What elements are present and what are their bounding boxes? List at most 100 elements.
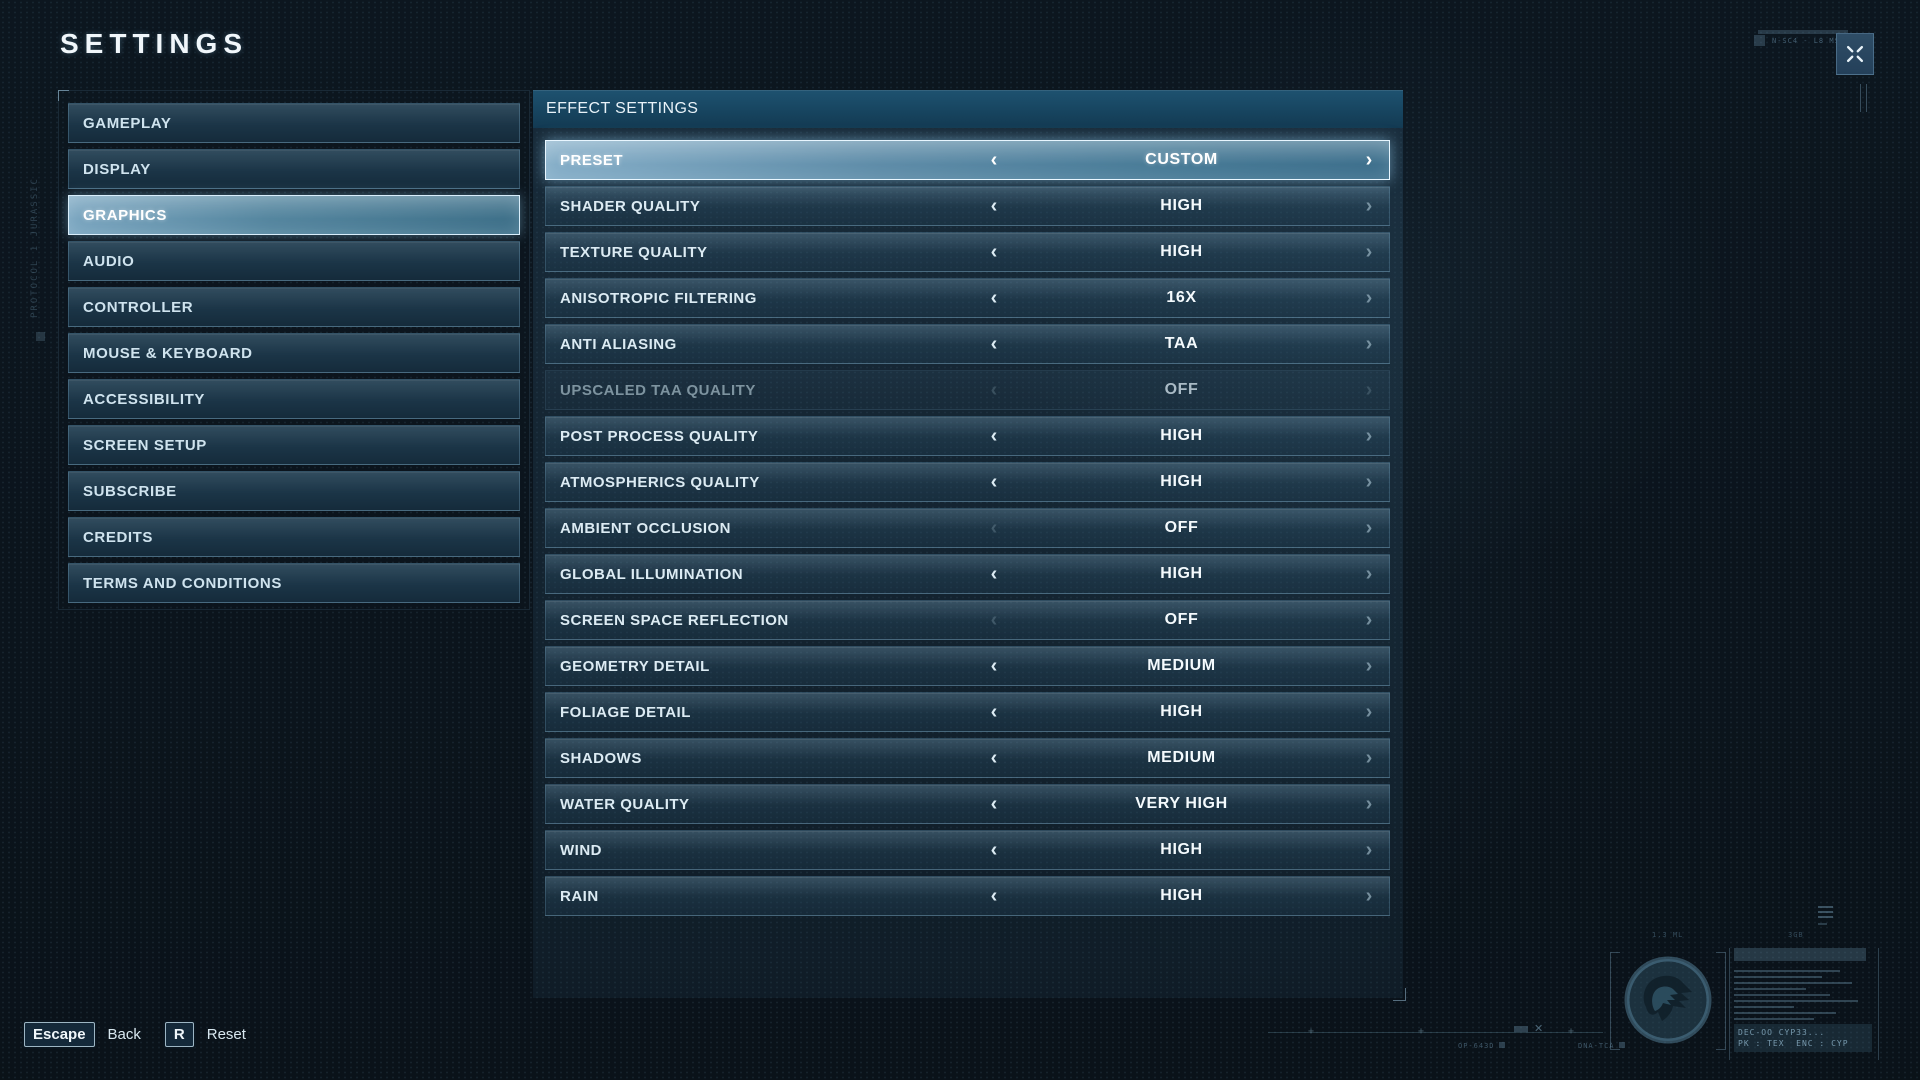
setting-row-wind[interactable]: WIND ‹ HIGH › [545,830,1390,870]
sidebar-item-gameplay[interactable]: GAMEPLAY [68,103,520,143]
reset-label: Reset [206,1026,246,1043]
increase-arrow-icon[interactable]: › [1365,149,1373,171]
setting-control: ‹ HIGH › [984,242,1389,262]
setting-row-global-illumination[interactable]: GLOBAL ILLUMINATION ‹ HIGH › [545,554,1390,594]
setting-row-anti-aliasing[interactable]: ANTI ALIASING ‹ TAA › [545,324,1390,364]
decorative-ruler: + + + [1268,1026,1603,1037]
setting-value: MEDIUM [1147,749,1216,766]
decrease-arrow-icon: ‹ [990,379,998,401]
increase-arrow-icon[interactable]: › [1365,701,1373,723]
decode-text: DEC-OO CYP33... PK : TEX ENC : CYP [1734,1024,1872,1052]
decrease-arrow-icon[interactable]: ‹ [990,793,998,815]
decorative-ruler-label: OP-643D [1458,1042,1505,1050]
sidebar-item-label: AUDIO [83,252,135,270]
setting-label: RAIN [560,887,599,905]
increase-arrow-icon[interactable]: › [1365,195,1373,217]
setting-label: PRESET [560,151,624,169]
decrease-arrow-icon[interactable]: ‹ [990,563,998,585]
increase-arrow-icon[interactable]: › [1365,517,1373,539]
increase-arrow-icon[interactable]: › [1365,287,1373,309]
setting-row-post-process-quality[interactable]: POST PROCESS QUALITY ‹ HIGH › [545,416,1390,456]
setting-label: AMBIENT OCCLUSION [560,519,731,537]
increase-arrow-icon[interactable]: › [1365,333,1373,355]
setting-row-texture-quality[interactable]: TEXTURE QUALITY ‹ HIGH › [545,232,1390,272]
setting-row-shadows[interactable]: SHADOWS ‹ MEDIUM › [545,738,1390,778]
decrease-arrow-icon[interactable]: ‹ [990,701,998,723]
decode-title-bar [1734,948,1866,961]
setting-row-preset[interactable]: PRESET ‹ CUSTOM › [545,140,1390,180]
sidebar-item-screen-setup[interactable]: SCREEN SETUP [68,425,520,465]
sidebar-item-label: TERMS AND CONDITIONS [83,574,282,592]
increase-arrow-icon[interactable]: › [1365,563,1373,585]
setting-label: ANISOTROPIC FILTERING [560,289,757,307]
increase-arrow-icon[interactable]: › [1365,885,1373,907]
decorative-x-mark: ✕ [1534,1023,1544,1035]
setting-value: HIGH [1160,841,1203,858]
setting-row-anisotropic-filtering[interactable]: ANISOTROPIC FILTERING ‹ 16X › [545,278,1390,318]
increase-arrow-icon[interactable]: › [1365,609,1373,631]
setting-value: MEDIUM [1147,657,1216,674]
sidebar-item-mouse-keyboard[interactable]: MOUSE & KEYBOARD [68,333,520,373]
decrease-arrow-icon[interactable]: ‹ [990,333,998,355]
setting-control: ‹ HIGH › [984,702,1389,722]
setting-row-rain[interactable]: RAIN ‹ HIGH › [545,876,1390,916]
ruler-tick: + [1568,1026,1575,1037]
setting-row-screen-space-reflection[interactable]: SCREEN SPACE REFLECTION ‹ OFF › [545,600,1390,640]
increase-arrow-icon[interactable]: › [1365,793,1373,815]
sidebar-item-subscribe[interactable]: SUBSCRIBE [68,471,520,511]
setting-row-shader-quality[interactable]: SHADER QUALITY ‹ HIGH › [545,186,1390,226]
setting-value: HIGH [1160,565,1203,582]
setting-label: SHADOWS [560,749,642,767]
decrease-arrow-icon[interactable]: ‹ [990,425,998,447]
page-title: SETTINGS [60,28,249,59]
decode-scramble-lines [1734,970,1872,1020]
setting-control: ‹ OFF › [984,518,1389,538]
increase-arrow-icon[interactable]: › [1365,839,1373,861]
increase-arrow-icon[interactable]: › [1365,241,1373,263]
setting-control: ‹ HIGH › [984,426,1389,446]
setting-value: CUSTOM [1145,151,1218,168]
sidebar-item-graphics[interactable]: GRAPHICS [68,195,520,235]
decorative-square [36,332,45,341]
sidebar-item-terms[interactable]: TERMS AND CONDITIONS [68,563,520,603]
increase-arrow-icon[interactable]: › [1365,425,1373,447]
decrease-arrow-icon[interactable]: ‹ [990,149,998,171]
expand-window-button[interactable] [1836,33,1874,75]
setting-row-ambient-occlusion[interactable]: AMBIENT OCCLUSION ‹ OFF › [545,508,1390,548]
sidebar-item-accessibility[interactable]: ACCESSIBILITY [68,379,520,419]
decorative-vertical-lines [1860,84,1873,112]
increase-arrow-icon[interactable]: › [1365,471,1373,493]
settings-rows: PRESET ‹ CUSTOM › SHADER QUALITY ‹ HIGH … [545,140,1390,922]
sidebar-item-audio[interactable]: AUDIO [68,241,520,281]
effect-settings-panel: EFFECT SETTINGS PRESET ‹ CUSTOM › SHADER… [533,90,1406,1001]
back-action[interactable]: Escape Back [24,1022,141,1047]
setting-row-geometry-detail[interactable]: GEOMETRY DETAIL ‹ MEDIUM › [545,646,1390,686]
decrease-arrow-icon[interactable]: ‹ [990,287,998,309]
sidebar-item-credits[interactable]: CREDITS [68,517,520,557]
setting-value: HIGH [1160,197,1203,214]
decorative-square [1754,35,1765,46]
setting-label: FOLIAGE DETAIL [560,703,691,721]
decorative-line [1758,30,1848,34]
decrease-arrow-icon[interactable]: ‹ [990,195,998,217]
increase-arrow-icon[interactable]: › [1365,655,1373,677]
sidebar-item-display[interactable]: DISPLAY [68,149,520,189]
decrease-arrow-icon[interactable]: ‹ [990,471,998,493]
sidebar-item-controller[interactable]: CONTROLLER [68,287,520,327]
setting-row-water-quality[interactable]: WATER QUALITY ‹ VERY HIGH › [545,784,1390,824]
reset-action[interactable]: R Reset [164,1022,246,1047]
setting-row-foliage-detail[interactable]: FOLIAGE DETAIL ‹ HIGH › [545,692,1390,732]
decrease-arrow-icon[interactable]: ‹ [990,747,998,769]
decrease-arrow-icon[interactable]: ‹ [990,885,998,907]
decorative-hud-text: N-SC4 - L8 MSG4 [1772,37,1851,45]
sidebar-item-label: MOUSE & KEYBOARD [83,344,253,362]
decrease-arrow-icon[interactable]: ‹ [990,517,998,539]
decrease-arrow-icon[interactable]: ‹ [990,839,998,861]
sidebar-item-label: CREDITS [83,528,154,546]
decrease-arrow-icon[interactable]: ‹ [990,655,998,677]
decrease-arrow-icon[interactable]: ‹ [990,609,998,631]
sidebar-item-label: GAMEPLAY [83,114,172,132]
decrease-arrow-icon[interactable]: ‹ [990,241,998,263]
setting-row-atmospherics-quality[interactable]: ATMOSPHERICS QUALITY ‹ HIGH › [545,462,1390,502]
increase-arrow-icon[interactable]: › [1365,747,1373,769]
